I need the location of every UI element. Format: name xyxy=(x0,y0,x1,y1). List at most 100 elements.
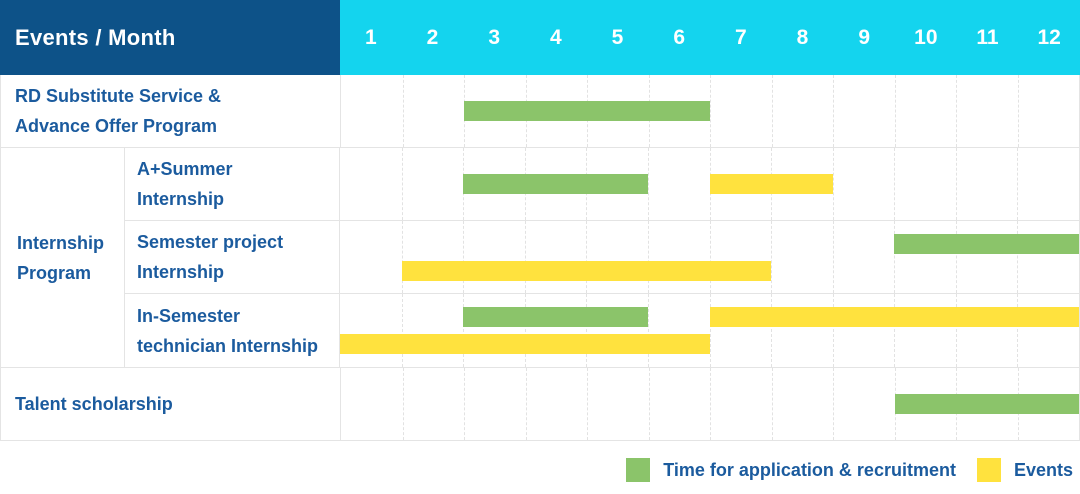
row-talent-scholarship: Talent scholarship xyxy=(1,368,1079,441)
month-gridline xyxy=(832,148,834,220)
month-gridline xyxy=(894,75,896,147)
month-gridline xyxy=(525,368,527,440)
month-gridline xyxy=(955,294,957,367)
row-label-line: RD Substitute Service & xyxy=(15,86,222,106)
month-gridline xyxy=(710,368,711,440)
month-label: 7 xyxy=(734,25,747,49)
month-gridline xyxy=(402,368,404,440)
row-label-line: Internship xyxy=(137,262,225,282)
application-recruitment-bar xyxy=(463,307,648,327)
application-legend-swatch-icon xyxy=(626,458,651,482)
month-gridline xyxy=(833,368,834,440)
month-label: 11 xyxy=(976,25,999,49)
month-label: 8 xyxy=(796,25,809,49)
row-label-line: technician Internship xyxy=(137,335,319,356)
group-label-internship-program: Internship Program xyxy=(1,148,125,367)
chart-cell-a-summer-internship xyxy=(339,148,1079,220)
schedule-body: RD Substitute Service & Advance Offer Pr… xyxy=(0,75,1080,441)
application-recruitment-bar xyxy=(894,394,1079,414)
row-label-a-summer-internship: A+Summer Internship xyxy=(125,148,339,220)
month-gridline xyxy=(647,294,649,367)
month-label: 4 xyxy=(549,25,562,49)
month-gridline xyxy=(771,368,773,440)
month-label: 3 xyxy=(488,25,500,49)
month-label: 5 xyxy=(611,25,624,49)
chart-cell-in-semester-technician-internship xyxy=(339,294,1079,367)
month-gridline xyxy=(401,294,403,367)
row-label-line: A+Summer xyxy=(137,159,233,179)
internship-program-rows: A+Summer Internship Semester project Int… xyxy=(125,148,1079,367)
month-gridline xyxy=(1017,148,1019,220)
events-month-header-cell: Events / Month xyxy=(0,0,340,75)
legend-item-events: Events xyxy=(976,458,1073,482)
table-title: Events / Month xyxy=(15,24,176,50)
month-gridline xyxy=(709,294,711,367)
row-label-talent-scholarship: Talent scholarship xyxy=(1,368,340,440)
table-header-row: Events / Month 1 2 3 4 5 6 7 8 9 10 11 12 xyxy=(0,0,1080,75)
events-bar xyxy=(709,174,833,194)
month-gridline xyxy=(401,148,403,220)
application-recruitment-bar xyxy=(463,174,648,194)
month-gridline xyxy=(710,75,711,147)
month-gridline xyxy=(771,294,773,367)
month-gridline xyxy=(771,221,773,293)
row-label-rd-substitute: RD Substitute Service & Advance Offer Pr… xyxy=(1,75,340,147)
group-label-line: Internship xyxy=(17,232,105,253)
month-label: 6 xyxy=(673,25,685,49)
month-gridline xyxy=(463,294,465,367)
row-in-semester-technician-internship: In-Semester technician Internship xyxy=(125,294,1079,367)
chart-cell-rd-substitute xyxy=(340,75,1079,147)
legend-item-application: Time for application & recruitment xyxy=(626,458,956,482)
month-gridline xyxy=(833,75,834,147)
month-gridline xyxy=(894,221,896,293)
month-gridline xyxy=(955,148,957,220)
month-gridline xyxy=(1017,221,1019,293)
month-gridline xyxy=(956,75,957,147)
month-gridline xyxy=(524,294,526,367)
month-gridline xyxy=(647,148,649,220)
row-label-line: Semester project xyxy=(137,232,284,252)
internship-program-group: Internship Program A+Summer Internship S… xyxy=(1,148,1079,368)
chart-cell-semester-project-internship xyxy=(339,221,1079,293)
row-semester-project-internship: Semester project Internship xyxy=(125,221,1079,294)
row-label-in-semester-technician-internship: In-Semester technician Internship xyxy=(125,294,339,367)
events-legend-swatch-icon xyxy=(976,458,1001,482)
month-gridline xyxy=(401,221,403,293)
month-gridline xyxy=(647,221,649,293)
legend: Time for application & recruitment Event… xyxy=(605,458,1073,482)
application-legend-label: Time for application & recruitment xyxy=(663,459,956,480)
row-label-line: Advance Offer Program xyxy=(15,116,218,136)
month-gridline xyxy=(894,294,896,367)
row-a-summer-internship: A+Summer Internship xyxy=(125,148,1079,221)
month-label: 2 xyxy=(426,25,439,49)
month-gridline xyxy=(709,221,711,293)
events-legend-label: Events xyxy=(1013,459,1073,480)
month-header-row: 1 2 3 4 5 6 7 8 9 10 11 12 xyxy=(340,0,1080,75)
month-gridline xyxy=(402,75,404,147)
month-gridline xyxy=(464,368,465,440)
row-rd-substitute: RD Substitute Service & Advance Offer Pr… xyxy=(1,75,1079,148)
row-label-line: Internship xyxy=(137,189,225,209)
month-gridline xyxy=(832,221,834,293)
month-label: 9 xyxy=(858,25,870,49)
row-label-line: In-Semester xyxy=(137,305,241,326)
month-gridline xyxy=(955,221,957,293)
month-gridline xyxy=(587,368,588,440)
application-recruitment-bar xyxy=(894,234,1079,254)
month-gridline xyxy=(586,294,588,367)
events-bar xyxy=(401,261,772,281)
events-bar xyxy=(340,334,710,354)
month-gridline xyxy=(771,75,773,147)
group-label-line: Program xyxy=(17,262,92,283)
month-gridline xyxy=(832,294,834,367)
chart-cell-talent-scholarship xyxy=(340,368,1079,440)
application-recruitment-bar xyxy=(464,101,710,121)
month-gridline xyxy=(524,221,526,293)
month-gridline xyxy=(1017,75,1019,147)
month-gridline xyxy=(894,148,896,220)
month-label: 10 xyxy=(914,25,938,49)
month-gridline xyxy=(1017,294,1019,367)
row-label-line: Talent scholarship xyxy=(15,394,173,414)
month-label: 1 xyxy=(364,25,377,49)
month-gridline xyxy=(648,368,650,440)
